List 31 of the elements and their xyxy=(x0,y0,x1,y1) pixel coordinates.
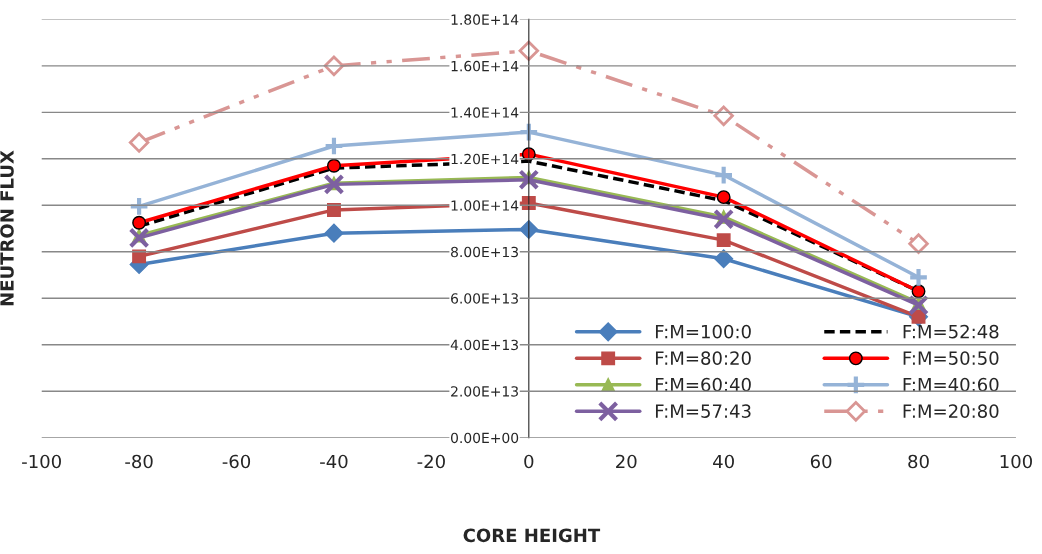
legend-label: F:M=80:20 xyxy=(655,351,751,365)
legend-label: F:M=40:60 xyxy=(903,377,999,392)
y-tick-label: 0.00E+00 xyxy=(451,432,519,444)
x-tick-label: 40 xyxy=(713,454,734,469)
y-tick-label: 6.00E+13 xyxy=(451,293,518,304)
y-tick-label: 1.00E+14 xyxy=(451,200,519,211)
legend-label: F:M=50:50 xyxy=(903,351,999,365)
x-tick-label: 0 xyxy=(524,454,534,469)
x-tick-label: -80 xyxy=(125,454,153,469)
y-tick-label: 8.00E+13 xyxy=(451,246,518,258)
legend-label: F:M=52:48 xyxy=(903,324,999,339)
x-tick-label: -40 xyxy=(320,454,348,469)
y-tick-label: 4.00E+13 xyxy=(450,339,518,351)
legend-label: F:M=60:40 xyxy=(655,377,751,392)
x-axis-title: CORE HEIGHT xyxy=(463,528,601,543)
legend-label: F:M=100:0 xyxy=(655,324,751,339)
legend-label: F:M=20:80 xyxy=(903,404,999,418)
x-tick-label: 100 xyxy=(1000,454,1032,469)
x-tick-label: 20 xyxy=(616,454,637,469)
y-tick-label: 1.20E+14 xyxy=(451,153,519,165)
x-tick-label: 60 xyxy=(810,454,832,469)
y-tick-label: 1.60E+14 xyxy=(451,60,519,72)
y-tick-label: 1.80E+14 xyxy=(451,14,519,25)
y-axis-title: NEUTRON FLUX xyxy=(0,150,14,306)
x-tick-label: -20 xyxy=(417,454,445,469)
y-tick-label: 1.40E+14 xyxy=(451,107,519,118)
x-tick-label: 80 xyxy=(908,454,929,469)
y-tick-label: 2.00E+13 xyxy=(451,386,518,397)
x-tick-label: -100 xyxy=(22,454,61,469)
legend-label: F:M=57:43 xyxy=(655,404,751,418)
x-tick-label: -60 xyxy=(222,454,251,469)
